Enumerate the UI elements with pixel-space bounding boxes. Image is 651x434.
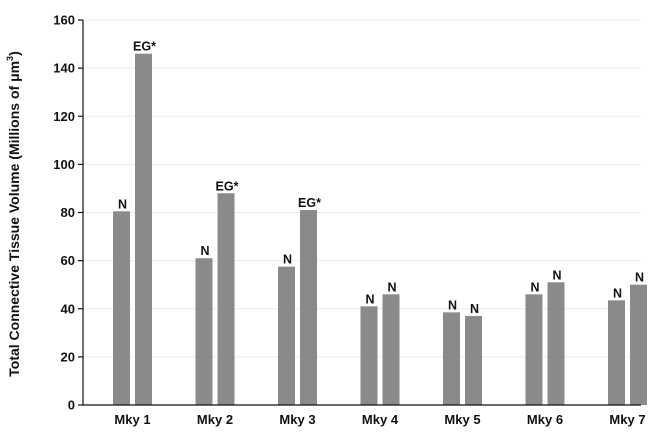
bar <box>195 258 213 405</box>
bar <box>382 294 400 405</box>
x-category-label: Mky 1 <box>114 412 150 427</box>
bar <box>217 193 235 405</box>
bar <box>278 266 295 405</box>
y-tick-label: 80 <box>61 205 75 220</box>
x-category-label: Mky 2 <box>197 412 233 427</box>
y-tick-label: 60 <box>61 253 75 268</box>
y-tick-label: 120 <box>53 109 75 124</box>
bar-data-label: N <box>200 244 209 258</box>
x-category-label: Mky 3 <box>279 412 315 427</box>
gridlines <box>83 19 641 358</box>
bar <box>360 306 378 405</box>
bar-data-label: EG* <box>133 40 156 54</box>
y-tick-label: 20 <box>61 349 75 364</box>
bar-data-label: EG* <box>216 179 239 193</box>
y-tick-label: 0 <box>68 398 75 413</box>
bar <box>135 53 152 405</box>
x-category-label: Mky 5 <box>444 412 480 427</box>
bar-data-label: N <box>635 271 644 285</box>
bar-data-label: N <box>613 286 622 300</box>
bar-data-label: N <box>530 280 539 294</box>
bar <box>525 294 543 405</box>
bar <box>608 300 625 405</box>
bar <box>113 211 130 405</box>
x-category-label: Mky 6 <box>527 412 563 427</box>
y-axis-title: Total Connective Tissue Volume (Millions… <box>5 51 22 377</box>
bar-data-label: N <box>387 280 396 294</box>
bar <box>547 282 565 405</box>
x-categories: Mky 1 Mky 2 Mky 3 Mky 4 Mky 5 Mky 6 Mky 7 <box>114 412 645 427</box>
bar <box>300 210 317 405</box>
bar-data-label: N <box>448 298 457 312</box>
bars <box>113 53 647 405</box>
y-tick-label: 140 <box>53 61 75 76</box>
y-tick-label: 160 <box>53 13 75 28</box>
bar-data-label: N <box>470 302 479 316</box>
bar <box>465 315 482 405</box>
bar-data-label: N <box>118 197 127 211</box>
bar <box>443 312 460 405</box>
y-tick-label: 100 <box>53 157 75 172</box>
bar-data-label: N <box>365 292 374 306</box>
bar <box>630 284 647 405</box>
bar-data-label: N <box>552 268 561 282</box>
y-tick-label: 40 <box>61 301 75 316</box>
x-category-label: Mky 4 <box>362 412 399 427</box>
y-ticks: 0 20 40 60 80 100 120 140 160 <box>53 13 83 413</box>
bar-data-label: EG* <box>298 196 321 210</box>
x-category-label: Mky 7 <box>609 412 645 427</box>
bar-data-label: N <box>283 253 292 267</box>
